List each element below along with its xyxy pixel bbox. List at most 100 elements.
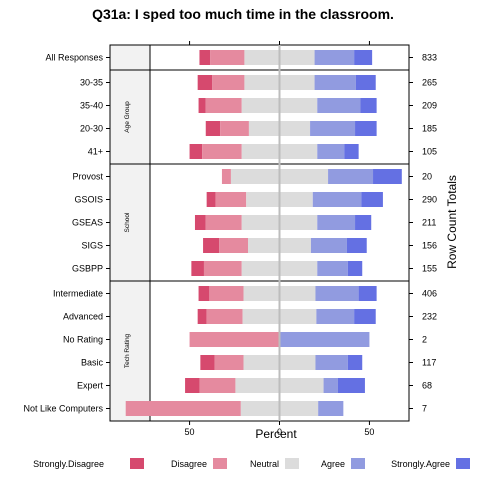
bar-segment-disagree <box>212 75 245 90</box>
bar-segment-strongly-agree <box>337 378 365 393</box>
bar-segment-agree <box>314 50 355 65</box>
strip-label: Age Group <box>124 101 131 133</box>
bar-segment-strongly-agree <box>361 192 383 207</box>
row-total: 185 <box>422 124 437 134</box>
bar-segment-agree <box>317 144 345 159</box>
bar-segment-agree <box>317 261 348 276</box>
bar-segment-disagree <box>205 215 242 230</box>
row-total: 232 <box>422 312 437 322</box>
strip-label: Tech Rating <box>124 333 131 368</box>
row-label: Basic <box>81 358 104 368</box>
row-label: GSEAS <box>72 218 103 228</box>
bar-segment-strongly-agree <box>354 309 376 324</box>
row-total: 833 <box>422 53 437 63</box>
bar-segment-strongly-agree <box>355 215 372 230</box>
bar-segment-strongly-agree <box>360 98 377 113</box>
bar-segment-disagree <box>203 261 242 276</box>
row-label: Not Like Computers <box>23 404 103 414</box>
bar-segment-disagree <box>199 378 236 393</box>
bar-segment-strongly-disagree <box>197 309 207 324</box>
bar-segment-strongly-disagree <box>205 121 221 136</box>
panel-border <box>109 280 410 422</box>
legend-swatch <box>456 458 470 469</box>
legend-label: Agree <box>321 459 345 469</box>
bar-segment-agree <box>316 309 355 324</box>
row-total: 406 <box>422 289 437 299</box>
bar-segment-strongly-agree <box>346 238 367 253</box>
bar-segment-strongly-disagree <box>191 261 204 276</box>
bar-segment-agree <box>312 192 362 207</box>
legend-label: Disagree <box>171 459 207 469</box>
legend-label: Neutral <box>250 459 279 469</box>
bar-segment-strongly-disagree <box>197 75 213 90</box>
x-tick-label: 50 <box>185 427 195 437</box>
x-axis-title: Percent <box>255 427 297 441</box>
bar-segment-agree <box>279 332 370 347</box>
row-total: 20 <box>422 172 432 182</box>
bar-segment-strongly-agree <box>358 286 377 301</box>
bar-segment-strongly-disagree <box>199 50 211 65</box>
bar-segment-disagree <box>206 309 243 324</box>
row-label: 20-30 <box>80 124 103 134</box>
bar-segment-strongly-agree <box>347 261 363 276</box>
strip-bg <box>110 45 150 70</box>
bar-segment-strongly-agree <box>355 75 376 90</box>
legend-swatch <box>285 458 299 469</box>
bar-segment-agree <box>323 378 338 393</box>
legend-swatch <box>130 458 144 469</box>
bar-segment-strongly-disagree <box>206 192 216 207</box>
x-tick-label: 50 <box>364 427 374 437</box>
bar-segment-strongly-disagree <box>198 98 206 113</box>
row-label: Advanced <box>63 312 103 322</box>
bar-segment-strongly-disagree <box>189 144 203 159</box>
row-label: All Responses <box>45 53 103 63</box>
bar-segment-disagree <box>189 332 280 347</box>
bar-segment-disagree <box>209 286 244 301</box>
row-label: 41+ <box>88 147 103 157</box>
bar-segment-disagree <box>125 401 241 416</box>
bar-segment-agree <box>314 75 356 90</box>
strip-bg <box>110 281 150 421</box>
row-total: 2 <box>422 335 427 345</box>
row-label: Intermediate <box>53 289 103 299</box>
bar-segment-disagree <box>202 144 242 159</box>
row-total: 7 <box>422 404 427 414</box>
legend-swatch <box>213 458 227 469</box>
legend: Strongly.Disagree Disagree Neutral Agree Str… <box>33 458 470 469</box>
row-label: SIGS <box>81 241 103 251</box>
bar-segment-strongly-agree <box>347 355 363 370</box>
row-total: 155 <box>422 264 437 274</box>
row-total: 211 <box>422 218 436 228</box>
bar-segment-disagree <box>215 192 247 207</box>
plot-area: Age Group School Tech Rating All Responses 8… <box>23 41 437 437</box>
x-tick-label: 0 <box>277 427 282 437</box>
row-total: 117 <box>422 358 436 368</box>
chart-title: Q31a: I sped too much time in the classr… <box>92 6 394 22</box>
bar-segment-strongly-agree <box>355 121 377 136</box>
legend-label: Strongly.Disagree <box>33 459 104 469</box>
bar-segment-agree <box>315 286 359 301</box>
bar-segment-strongly-disagree <box>203 238 220 253</box>
bar-segment-disagree <box>210 50 245 65</box>
bar-segment-agree <box>317 98 361 113</box>
bar-segment-agree <box>317 215 356 230</box>
bar-segment-disagree <box>219 238 249 253</box>
row-label: GSBPP <box>72 264 103 274</box>
bar-segment-agree <box>310 121 356 136</box>
bar-segment-strongly-agree <box>373 169 402 184</box>
row-label: 35-40 <box>80 101 103 111</box>
row-total: 156 <box>422 241 437 251</box>
row-total: 290 <box>422 195 437 205</box>
bar-segment-strongly-agree <box>344 144 359 159</box>
bar-segment-disagree <box>220 121 249 136</box>
bar-segment-disagree <box>214 355 244 370</box>
row-label: GSOIS <box>74 195 103 205</box>
bar-segment-strongly-disagree <box>194 215 206 230</box>
row-label: 30-35 <box>80 78 103 88</box>
bar-segment-strongly-disagree <box>200 355 215 370</box>
bar-segment-disagree <box>221 169 231 184</box>
row-label: No Rating <box>63 335 103 345</box>
bar-segment-agree <box>310 238 347 253</box>
